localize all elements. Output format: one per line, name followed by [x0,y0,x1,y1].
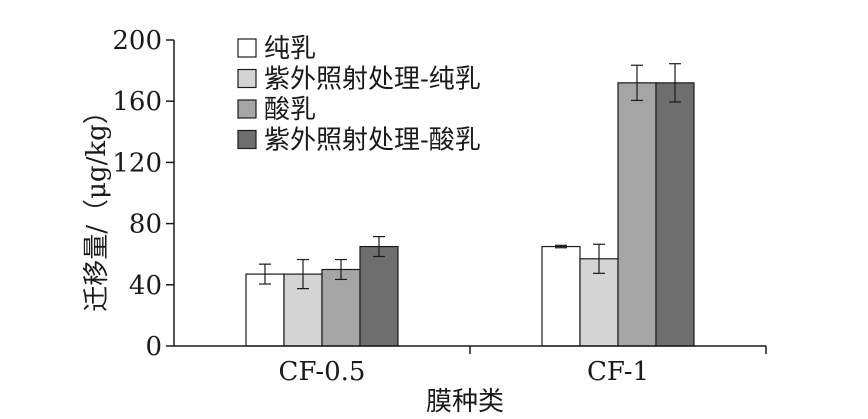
axes: 0 40 80 120 160 200 CF-0.5 CF-1 [112,26,767,387]
legend-item: 紫外照射处理-酸乳 [237,126,481,156]
bar [541,245,581,347]
legend-label: 紫外照射处理-酸乳 [264,126,481,156]
bar [321,268,361,347]
legend-swatch [237,68,257,89]
bar [359,245,399,347]
y-tick-label: 40 [129,271,162,301]
y-tick-label: 0 [145,332,162,362]
y-tick-label: 120 [112,148,162,178]
legend-swatch [237,129,257,150]
error-bar [593,243,605,274]
legend-label: 紫外照射处理-纯乳 [264,65,481,95]
error-bar [297,258,309,290]
y-tick-label: 80 [129,210,162,240]
error-bar [631,64,643,102]
plot-area [245,63,695,347]
x-tick-label: CF-1 [587,357,649,387]
error-bar [373,236,385,258]
error-bar [555,244,567,249]
legend-item: 酸乳 [237,95,316,125]
error-bar [259,263,271,285]
x-tick-label: CF-0.5 [279,357,366,387]
x-ticks: CF-0.5 CF-1 [279,346,767,387]
legend-swatch [237,99,257,119]
bar [655,82,695,347]
legend-swatch [237,38,257,58]
y-tick-label: 160 [112,87,162,117]
legend-item: 紫外照射处理-纯乳 [237,65,481,95]
y-axis-title: 迁移量/（μg/kg） [82,98,112,311]
legend-item: 纯乳 [237,34,316,64]
error-bar [335,258,347,281]
legend-label: 酸乳 [264,95,316,125]
y-tick-label: 200 [112,26,162,56]
legend-label: 纯乳 [264,34,316,64]
bar [245,273,285,347]
y-ticks: 0 40 80 120 160 200 [112,26,174,362]
x-axis-title: 膜种类 [426,387,504,417]
error-bar [669,63,681,103]
bar [617,82,657,347]
